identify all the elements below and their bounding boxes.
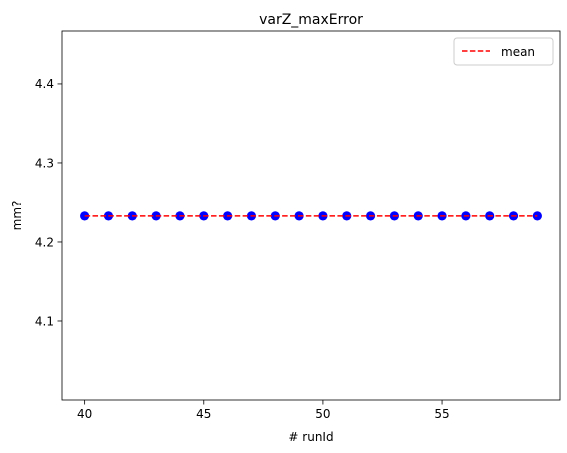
- y-tick-label: 4.4: [35, 77, 54, 91]
- y-axis-label: mm?: [10, 201, 24, 231]
- x-tick-label: 50: [315, 407, 330, 421]
- y-tick-label: 4.1: [35, 314, 54, 328]
- x-tick-label: 40: [77, 407, 92, 421]
- plot-area: [61, 30, 561, 401]
- x-axis-ticks: 40 45 50 55: [77, 400, 450, 421]
- y-tick-label: 4.2: [35, 235, 54, 249]
- y-tick-label: 4.3: [35, 156, 54, 170]
- x-tick-label: 45: [196, 407, 211, 421]
- legend-box: [453, 37, 554, 66]
- x-axis-label: # runId: [288, 430, 333, 444]
- x-tick-label: 55: [434, 407, 449, 421]
- data-marks: [80, 211, 542, 221]
- legend: mean: [453, 37, 554, 66]
- chart-title: varZ_maxError: [259, 12, 363, 28]
- y-axis-ticks: 4.1 4.2 4.3 4.4: [35, 77, 62, 328]
- legend-label-mean: mean: [501, 45, 535, 59]
